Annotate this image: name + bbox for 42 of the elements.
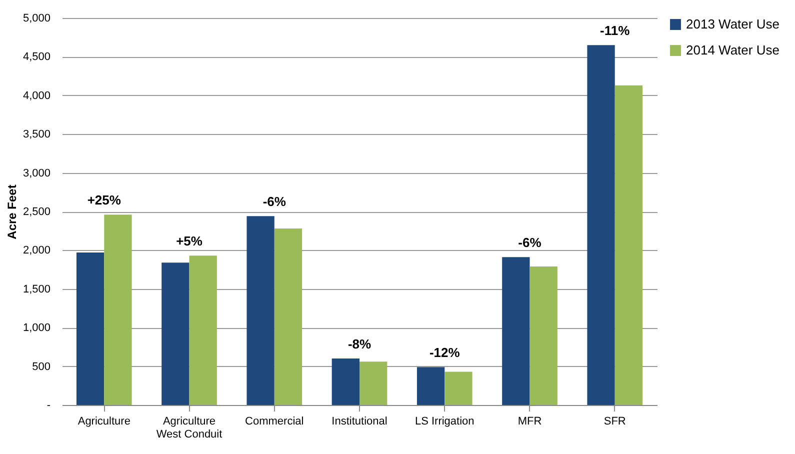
annotation: -8% <box>348 336 372 352</box>
y-tick-label: 1,500 <box>22 283 50 296</box>
bar <box>76 252 104 405</box>
annotation: -12% <box>429 345 460 360</box>
legend-label: 2014 Water Use <box>686 42 780 58</box>
y-tick-label: 2,000 <box>22 244 50 257</box>
bar <box>502 257 530 405</box>
bar <box>246 216 274 405</box>
x-tick-label: MFR <box>518 416 542 428</box>
y-axis-title: Acre Feet <box>4 184 19 240</box>
annotation: -6% <box>262 194 286 210</box>
legend-label: 2013 Water Use <box>686 16 780 32</box>
x-tick-label: Commercial <box>245 416 304 428</box>
bar <box>530 266 558 405</box>
annotation: +25% <box>87 192 122 208</box>
bar <box>360 362 388 405</box>
bar <box>274 228 302 405</box>
y-tick-label: 4,000 <box>22 90 50 102</box>
bar <box>332 358 360 405</box>
annotation: -6% <box>518 235 542 250</box>
y-tick-label: 2,500 <box>22 206 50 218</box>
annotation: +5% <box>176 234 203 249</box>
y-tick-label: - <box>46 400 51 412</box>
x-tick-label: Agriculture West Conduit <box>156 416 222 440</box>
y-tick-label: 500 <box>32 360 50 373</box>
x-tick-label: Institutional <box>332 416 388 428</box>
x-tick-label: SFR <box>604 416 626 428</box>
bar <box>416 367 445 405</box>
bar <box>189 256 217 405</box>
y-tick-label: 5,000 <box>22 12 50 24</box>
bar <box>587 45 615 405</box>
y-tick-label: 4,500 <box>22 51 50 64</box>
bar <box>162 262 190 405</box>
x-tick-label: LS Irrigation <box>414 416 474 428</box>
x-tick-label: Agriculture <box>78 416 130 428</box>
y-tick-label: 1,000 <box>22 322 50 334</box>
y-tick-label: 3,000 <box>22 167 50 180</box>
bar <box>614 85 643 405</box>
y-tick-label: 3,500 <box>22 128 50 141</box>
bar <box>444 372 472 405</box>
bar <box>104 214 132 405</box>
annotation: -11% <box>600 23 630 38</box>
